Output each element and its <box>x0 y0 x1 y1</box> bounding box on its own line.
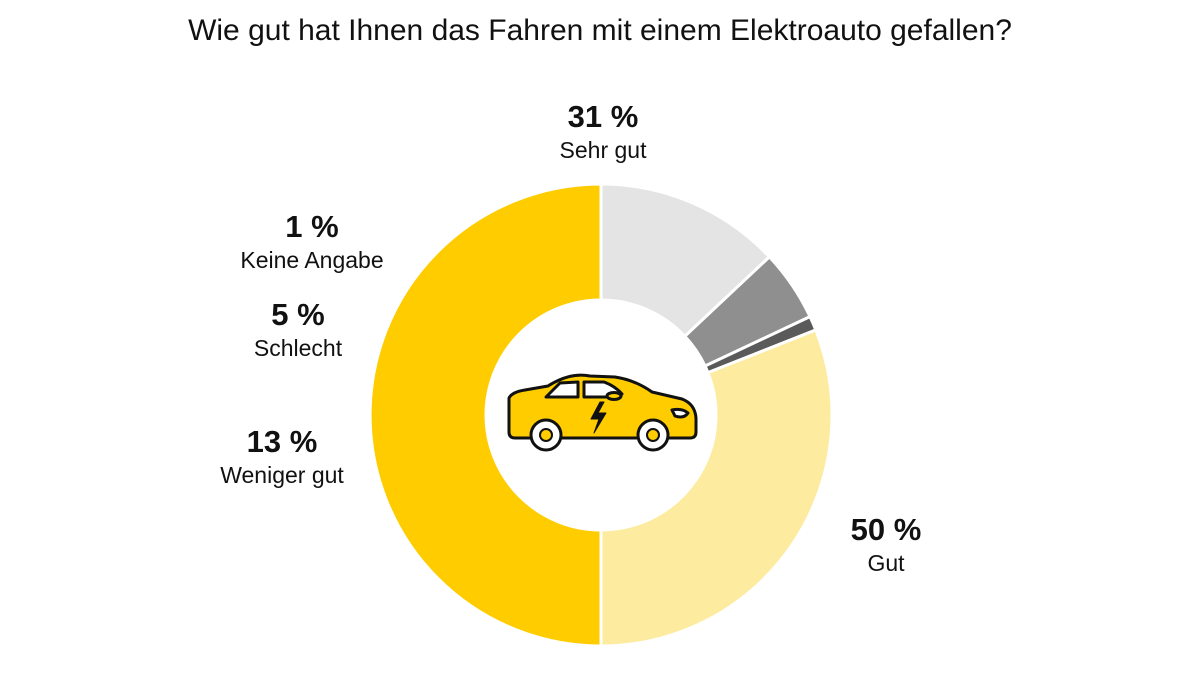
value-label: 5 % <box>271 297 325 332</box>
category-label: Keine Angabe <box>240 247 384 273</box>
electric-car-icon <box>507 373 698 452</box>
category-label: Schlecht <box>253 335 343 361</box>
value-label: 1 % <box>285 209 339 244</box>
slice-sehr-gut <box>599 328 834 648</box>
slice-gut <box>368 182 603 648</box>
label-sehr-gut: 31 % Sehr gut <box>493 99 713 165</box>
label-weniger-gut: 13 % Weniger gut <box>172 424 392 490</box>
label-schlecht: 5 % Schlecht <box>188 297 408 363</box>
chart-title: Wie gut hat Ihnen das Fahren mit einem E… <box>188 14 1012 47</box>
value-label: 13 % <box>246 424 318 459</box>
category-label: Sehr gut <box>559 137 647 163</box>
label-gut: 50 % Gut <box>776 512 996 578</box>
value-label: 50 % <box>850 512 922 547</box>
value-label: 31 % <box>567 99 639 134</box>
category-label: Gut <box>867 550 905 576</box>
label-keine-angabe: 1 % Keine Angabe <box>202 209 422 275</box>
category-label: Weniger gut <box>220 462 344 488</box>
